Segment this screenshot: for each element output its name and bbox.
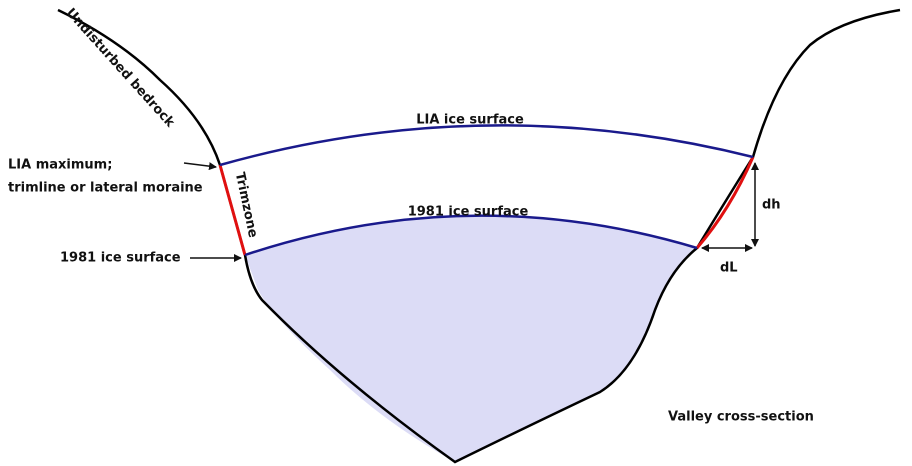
lia-surface-line (219, 124, 754, 167)
surface-1981-left-label: 1981 ice surface (60, 251, 181, 266)
dh-label: dh (762, 198, 781, 213)
surface-1981-line (244, 214, 698, 257)
valley-profile (57, 8, 901, 464)
ice-fill (245, 215, 697, 462)
dl-label: dL (720, 261, 738, 276)
lia-max-label: trimline or lateral moraine (8, 181, 203, 196)
valley-label: Valley cross-section (668, 410, 814, 425)
right-trimzone (695, 156, 755, 249)
lia-max-arrow (183, 162, 217, 171)
surface-1981-label: 1981 ice surface (408, 205, 529, 220)
lia-max-label: LIA maximum; (8, 158, 112, 173)
lia-surface-label: LIA ice surface (416, 113, 524, 128)
bedrock-label: Undisturbed bedrock (63, 6, 178, 131)
trimzone-label: Trimzone (232, 171, 261, 239)
trimzone-line (218, 164, 247, 256)
